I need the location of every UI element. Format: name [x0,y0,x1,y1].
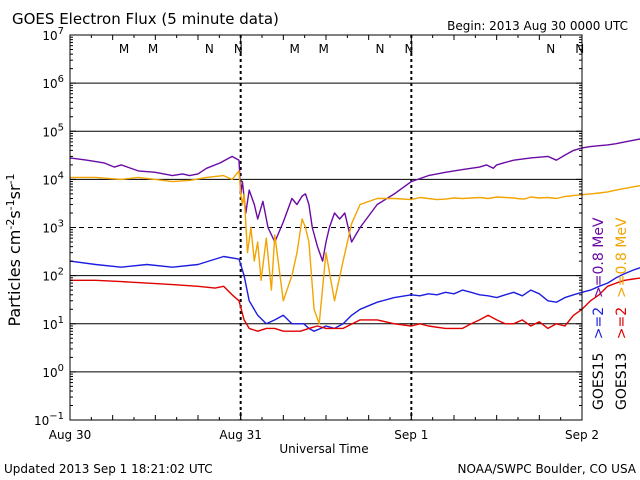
x-axis-label: Universal Time [279,442,368,456]
y-tick-exponent: 2 [58,267,64,278]
y-label-exp1: -2 [4,219,17,230]
y-tick-exponent: 6 [58,74,64,85]
y-label-s: s [5,210,24,218]
y-tick-base: 10 [42,77,57,91]
y-tick-label: 104 [42,170,64,187]
marker-n: N [205,42,214,56]
marker-m: M [319,42,329,56]
legend-label-goes13: GOES13 >=2 >=0.8 MeV [614,217,630,410]
y-tick-label: 101 [42,315,64,332]
y-tick-label: 106 [42,74,64,91]
y-label-exp3: -1 [4,173,17,184]
legend-segment: GOES13 [614,353,630,410]
begin-label: Begin: 2013 Aug 30 0000 UTC [447,19,628,33]
legend-segment: >=2 [614,307,630,339]
y-tick-exponent: 1 [58,315,64,326]
y-tick-exponent: 5 [58,122,64,133]
y-tick-exponent: −1 [49,411,64,422]
marker-n: N [546,42,555,56]
series-goes13-2-mev [70,277,640,332]
legend-segment: GOES15 [591,353,607,410]
source-credit: NOAA/SWPC Boulder, CO USA [458,462,637,476]
chart-title: GOES Electron Flux (5 minute data) [12,10,279,28]
marker-m: M [290,42,300,56]
marker-n: N [405,42,414,56]
y-tick-base: 10 [42,270,57,284]
y-tick-label: 103 [42,219,64,236]
series-lines [69,138,640,332]
marker-m: M [148,42,158,56]
x-tick-label: Aug 30 [49,428,92,442]
y-tick-base: 10 [42,173,57,187]
x-tick-label: Sep 1 [394,428,428,442]
x-tick-label: Sep 2 [565,428,599,442]
legend-segment: >=2 [591,307,607,339]
legend-segment [614,298,630,307]
series-goes15-0-8-mev [69,138,640,262]
x-axis-ticks: Aug 30 Aug 31 Sep 1 Sep 2 [49,35,599,442]
y-tick-base: 10 [34,414,49,428]
series-goes13-0-8-mev [70,170,640,325]
day-divider-lines [239,35,413,420]
y-tick-base: 10 [42,366,57,380]
marker-n: N [575,42,584,56]
marker-n: N [234,42,243,56]
marker-n: N [376,42,385,56]
y-label-sr: sr [5,184,24,199]
legend-segment: >=0.8 MeV [614,217,630,298]
legend-segment: >=0.8 MeV [591,217,607,298]
y-tick-label: 10−1 [34,411,64,428]
updated-timestamp: Updated 2013 Sep 1 18:21:02 UTC [4,462,213,476]
x-tick-label: Aug 31 [219,428,262,442]
y-tick-exponent: 7 [58,26,64,37]
y-tick-label: 100 [42,363,64,380]
legend-segment [591,298,607,307]
legend-segment [591,339,607,352]
y-tick-label: 102 [42,267,64,284]
legend-segment [614,339,630,352]
legend-label-goes15: GOES15 >=2 >=0.8 MeV [591,217,607,410]
marker-m: M [119,42,129,56]
series-goes15-2-mev [69,255,640,332]
y-tick-base: 10 [42,318,57,332]
y-axis-label: Particles cm-2s-1sr-1 [4,173,24,326]
y-label-exp2: -1 [4,199,17,210]
y-tick-base: 10 [42,29,57,43]
y-tick-exponent: 4 [58,170,64,181]
y-tick-label: 107 [42,26,64,43]
y-tick-base: 10 [42,222,57,236]
y-tick-base: 10 [42,125,57,139]
y-tick-exponent: 0 [58,363,64,374]
y-tick-label: 105 [42,122,64,139]
y-tick-exponent: 3 [58,219,64,230]
y-label-base: Particles cm [5,230,24,327]
